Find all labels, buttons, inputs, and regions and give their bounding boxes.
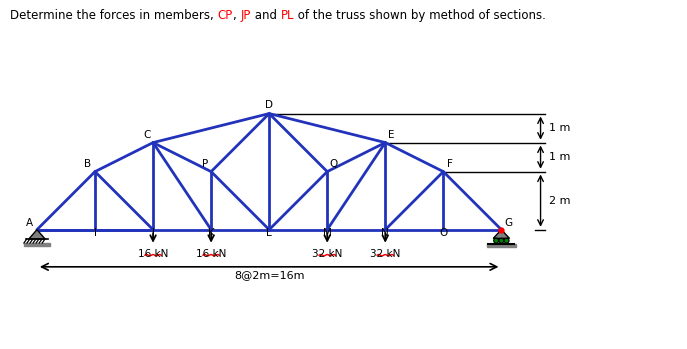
Text: 16 kN: 16 kN — [138, 250, 168, 259]
Text: 1 m: 1 m — [549, 123, 570, 133]
Text: JP: JP — [240, 9, 251, 22]
Polygon shape — [487, 244, 516, 246]
Text: E: E — [388, 130, 395, 140]
Text: Determine the forces in members,: Determine the forces in members, — [10, 9, 218, 22]
Text: 32 kN: 32 kN — [370, 250, 401, 259]
Text: Q: Q — [330, 159, 338, 169]
Text: A: A — [26, 218, 33, 228]
Text: 2 m: 2 m — [549, 196, 570, 206]
Circle shape — [499, 238, 504, 243]
Polygon shape — [493, 230, 510, 238]
Text: P: P — [201, 159, 208, 169]
Text: ,: , — [233, 9, 240, 22]
Text: 16 kN: 16 kN — [196, 250, 226, 259]
Text: 8@2m=16m: 8@2m=16m — [234, 270, 304, 281]
Circle shape — [504, 238, 509, 243]
Text: B: B — [85, 159, 91, 169]
Text: PL: PL — [281, 9, 294, 22]
Text: J: J — [152, 228, 155, 238]
Text: I: I — [93, 228, 96, 238]
Text: and: and — [251, 9, 281, 22]
Text: K: K — [207, 228, 214, 238]
Polygon shape — [29, 230, 45, 239]
Text: M: M — [323, 228, 332, 238]
Text: N: N — [381, 228, 389, 238]
Text: C: C — [143, 130, 150, 140]
Text: of the truss shown by method of sections.: of the truss shown by method of sections… — [294, 9, 546, 22]
Circle shape — [494, 238, 499, 243]
Text: F: F — [447, 159, 453, 169]
Text: D: D — [265, 100, 273, 110]
Text: 32 kN: 32 kN — [312, 250, 342, 259]
Text: CP: CP — [218, 9, 233, 22]
Text: O: O — [439, 228, 447, 238]
Text: 1 m: 1 m — [549, 152, 570, 162]
Polygon shape — [24, 243, 50, 246]
Text: L: L — [267, 228, 272, 238]
Text: G: G — [504, 218, 513, 228]
